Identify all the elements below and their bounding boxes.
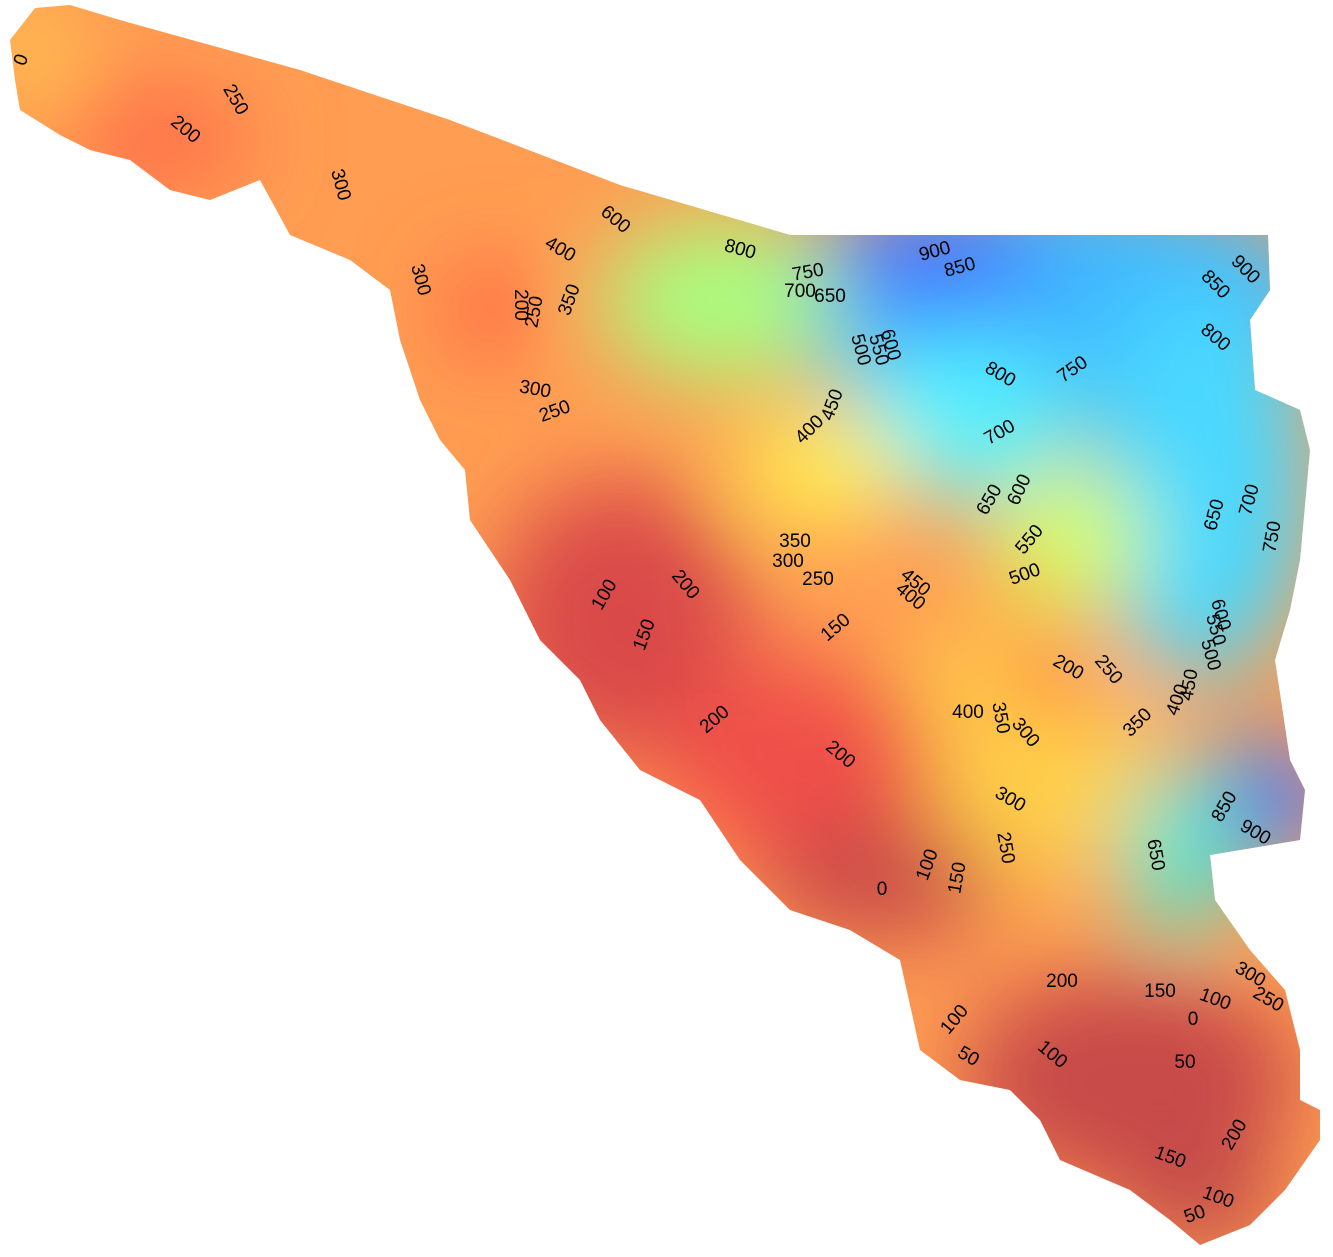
contour-label: 200 [510, 289, 531, 321]
contour-label: 150 [1144, 981, 1176, 1002]
contour-label: 650 [814, 286, 846, 307]
contour-label: 300 [772, 551, 804, 572]
contour-label: 50 [1174, 1052, 1195, 1073]
contour-label: 350 [779, 531, 811, 552]
contour-label: 700 [784, 281, 816, 302]
contour-label: 0 [1188, 1009, 1199, 1030]
contour-label: 0 [877, 879, 888, 900]
contour-label: 250 [802, 569, 834, 590]
contour-label: 400 [952, 702, 984, 723]
contour-label: 200 [1046, 971, 1078, 992]
